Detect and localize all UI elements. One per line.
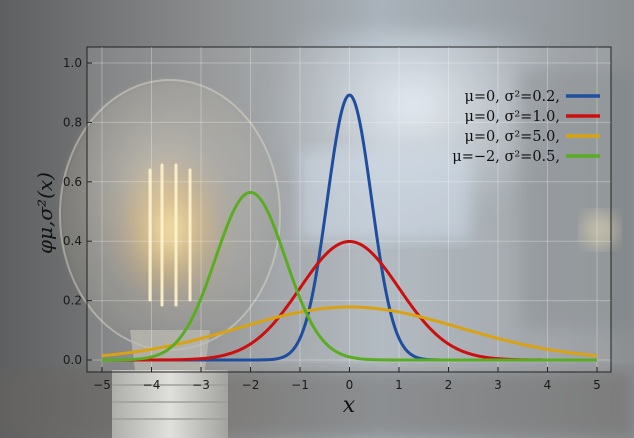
legend-entry-label: μ=0, σ²=1.0, [464, 109, 560, 125]
x-tick-label: 5 [593, 378, 601, 392]
x-tick-label: 2 [445, 378, 453, 392]
y-tick-label: 0.8 [63, 115, 82, 129]
y-tick-label: 1.0 [63, 56, 82, 70]
x-tick-label: −4 [143, 378, 161, 392]
y-tick-label: 0.4 [63, 234, 82, 248]
x-tick-label: −1 [291, 378, 309, 392]
x-tick-label: 4 [544, 378, 552, 392]
series-curves [101, 93, 598, 362]
axes: −5 −4 −3 −2 −1 0 1 2 3 4 5 0.0 0.2 0.4 0.6 0.8 1.0 [63, 56, 601, 392]
legend-entry-label: μ=−2, σ²=0.5, [452, 149, 560, 165]
x-tick-label: −2 [242, 378, 260, 392]
legend-entry-label: μ=0, σ²=0.2, [464, 89, 560, 105]
y-tick-label: 0.0 [63, 353, 82, 367]
series-line-3 [101, 305, 598, 358]
y-tick-label: 0.6 [63, 175, 82, 189]
x-axis-label: x [343, 393, 356, 418]
x-tick-label: 0 [346, 378, 354, 392]
legend: μ=0, σ²=0.2, μ=0, σ²=1.0, μ=0, σ²=5.0, μ=−2… [452, 89, 600, 165]
series-line-4 [101, 190, 598, 362]
grid [87, 47, 611, 372]
plot-area [86, 46, 612, 373]
y-tick-label: 0.2 [63, 294, 82, 308]
legend-entry-label: μ=0, σ²=5.0, [464, 129, 560, 145]
x-tick-label: −5 [93, 378, 111, 392]
x-tick-label: −3 [192, 378, 210, 392]
x-tick-label: 3 [494, 378, 502, 392]
y-axis-label: φμ,σ²(x) [33, 172, 57, 254]
x-tick-label: 1 [395, 378, 403, 392]
